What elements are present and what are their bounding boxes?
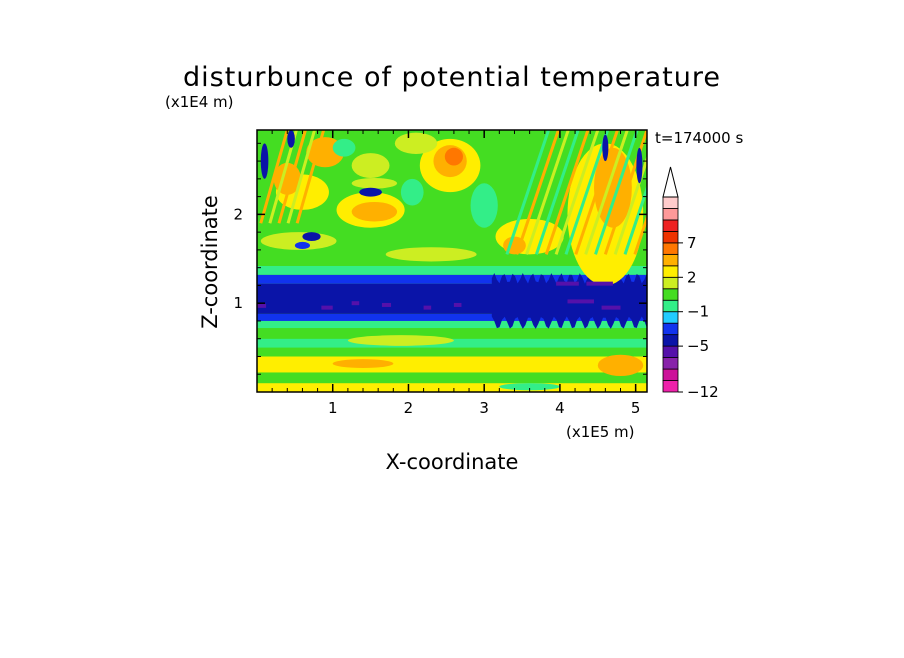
contour-cell: [381, 302, 392, 307]
x-axis-unit: (x1E5 m): [566, 423, 635, 441]
colorbar-label: −5: [687, 337, 709, 355]
contour-cell: [351, 301, 360, 306]
contour-band: [257, 320, 647, 329]
chart-title: disturbunce of potential temperature: [183, 62, 721, 93]
colorbar-segment: [662, 322, 679, 336]
contour-band: [257, 338, 647, 348]
contour-cell: [347, 335, 454, 346]
wave-streak: [544, 130, 590, 255]
time-label: t=174000 s: [655, 129, 743, 147]
wave-streak: [594, 130, 639, 255]
colorbar: 7 2 −1 −5 −12: [662, 166, 719, 401]
colorbar-segment: [662, 345, 679, 358]
contour-cell: [453, 302, 462, 307]
x-axis: 1 2 3 4 5: [271, 130, 641, 417]
x-tick-label: 3: [479, 399, 489, 417]
contour-band: [257, 383, 647, 392]
y-tick-label: 2: [233, 205, 243, 223]
contour-cell: [567, 299, 594, 304]
x-tick-label: 5: [631, 399, 641, 417]
wave-streak: [277, 130, 307, 224]
contour-cell: [351, 177, 398, 189]
y-axis-label: Z-coordinate: [198, 195, 222, 329]
y-axis-unit: (x1E4 m): [165, 93, 234, 111]
contour-cell: [602, 134, 609, 162]
colorbar-segment: [662, 357, 679, 370]
colorbar-segment: [662, 334, 679, 347]
contour-cell: [359, 187, 382, 197]
colorbar-segment: [662, 311, 679, 324]
x-tick-label: 4: [555, 399, 565, 417]
colorbar-segment: [662, 253, 679, 267]
colorbar-segment: [662, 380, 679, 393]
wave-streak: [525, 130, 570, 255]
colorbar-label: 7: [687, 234, 697, 252]
colorbar-segment: [662, 196, 679, 209]
plot-frame: [256, 129, 648, 393]
contour-band: [257, 347, 647, 357]
colorbar-segment: [662, 276, 679, 290]
wave-streak: [613, 154, 647, 255]
colorbar-segment: [662, 242, 679, 255]
contour-cell: [332, 138, 356, 157]
contour-cell: [385, 247, 477, 262]
contour-cell: [302, 232, 321, 242]
wave-streak: [574, 130, 619, 255]
plot-area: [257, 130, 647, 392]
colorbar-label: −1: [687, 303, 709, 321]
contour-band: [257, 313, 647, 321]
contour-cell: [260, 143, 269, 179]
wave-streak: [535, 130, 580, 255]
wave-streak: [505, 130, 550, 255]
y-tick-label: 1: [233, 294, 243, 312]
contour-band: [257, 328, 647, 339]
contour-cell: [257, 303, 267, 308]
contour-cell: [556, 281, 579, 286]
contour-band: [257, 265, 647, 275]
contour-band: [257, 274, 647, 284]
colorbar-segment: [662, 265, 679, 278]
contour-band: [257, 372, 647, 384]
contour-cell: [294, 241, 311, 250]
contour-cell: [423, 305, 432, 310]
wave-streak: [515, 130, 560, 255]
wave-streak: [554, 130, 600, 255]
contour-cell: [601, 305, 621, 310]
contour-cell: [400, 178, 424, 206]
contour-cell: [351, 201, 398, 222]
contour-band: [257, 356, 647, 373]
colorbar-segment: [662, 368, 679, 381]
contour-cell: [321, 305, 333, 310]
colorbar-extend-arrow: [662, 166, 679, 198]
contour-cell: [586, 281, 613, 286]
wave-streak: [633, 213, 647, 255]
wave-streak: [584, 130, 629, 255]
contour-cell: [287, 130, 295, 148]
contour-cell: [394, 132, 438, 154]
x-tick-label: 1: [328, 399, 338, 417]
wave-streak: [286, 130, 316, 224]
wave-streak: [623, 184, 647, 255]
contour-cell: [597, 354, 644, 377]
colorbar-segment: [662, 219, 679, 232]
contour-cell: [470, 183, 498, 228]
wave-streak: [564, 130, 610, 255]
contour-cell: [351, 153, 390, 178]
colorbar-label: 2: [687, 268, 697, 286]
colorbar-segment: [662, 208, 679, 221]
wave-streak: [259, 130, 289, 224]
contour-cell: [636, 147, 643, 184]
colorbar-segment: [662, 288, 679, 301]
contour-cell: [332, 359, 394, 369]
x-tick-label: 2: [404, 399, 414, 417]
colorbar-segment: [662, 231, 679, 244]
wave-streak: [295, 130, 326, 224]
colorbar-label: −12: [687, 383, 719, 401]
colorbar-segment: [662, 299, 679, 313]
x-axis-label: X-coordinate: [386, 450, 519, 474]
y-axis: 12: [233, 142, 647, 375]
contour-cell: [444, 147, 463, 166]
